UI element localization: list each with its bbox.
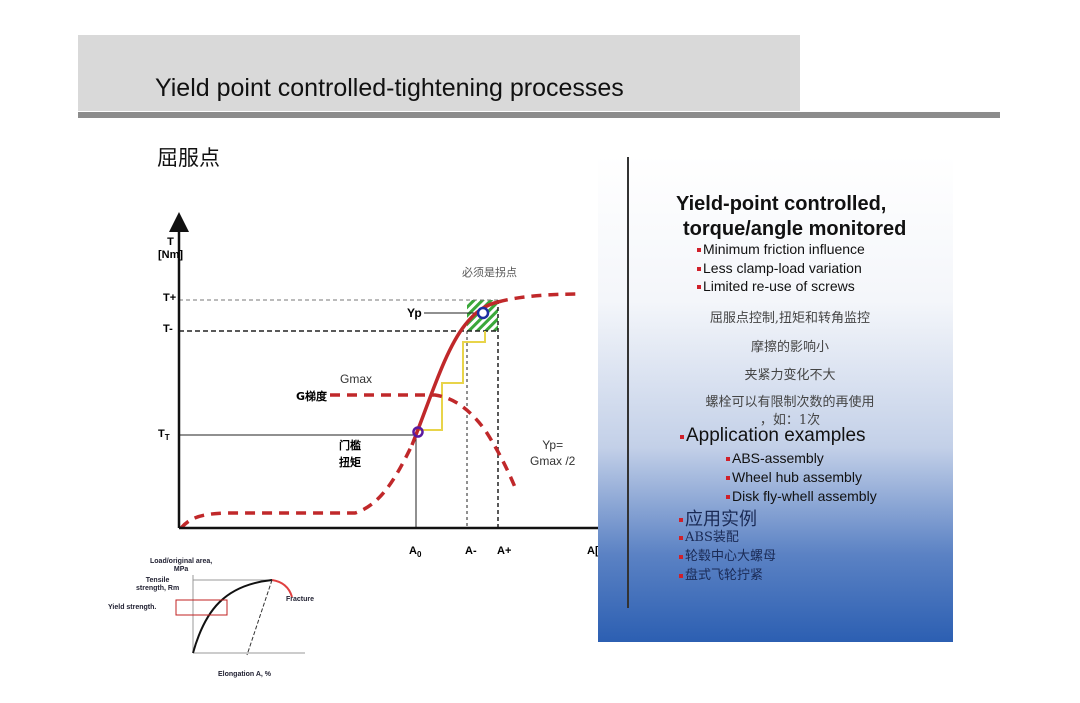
inset-fracture-label: Fracture: [286, 596, 315, 603]
inset-ylabel-2: MPa: [173, 566, 189, 573]
gmax-label: Gmax: [340, 372, 373, 386]
t-minus-label: T-: [163, 323, 173, 335]
slide-title: Yield point controlled-tightening proces…: [155, 74, 624, 102]
application-heading-text: Application examples: [686, 425, 866, 446]
a0-label: A0: [409, 545, 421, 559]
application-heading: Application examples: [680, 425, 866, 447]
torque-curve-plateau: [497, 292, 583, 304]
inset-tensile-1: Tensile: [145, 577, 170, 584]
inset-ylabel: Load/original area, MPa: [150, 558, 212, 574]
threshold-label-2: 扭矩: [339, 456, 361, 469]
inset-yield-label: Yield strength.: [108, 604, 157, 611]
panel-heading-2: torque/angle monitored: [683, 218, 907, 240]
application-item: ABS-assembly: [726, 449, 877, 468]
a-minus-label: A-: [465, 545, 477, 557]
guide-lines: [179, 299, 499, 528]
cn-line: 摩擦的影响小: [750, 340, 829, 355]
inflection-note: 必须是拐点: [462, 266, 517, 279]
a0-text: A: [409, 545, 417, 557]
t-threshold-sub: T: [164, 433, 170, 443]
panel-heading: Yield-point controlled, torque/angle mon…: [676, 192, 906, 242]
application-item: Wheel hub assembly: [726, 468, 877, 487]
y-axis-label-line1: T: [167, 236, 174, 248]
yp-equation: Yp= Gmax /2: [530, 437, 575, 469]
cn-line: ，如：1次: [759, 413, 821, 428]
inset-xlabel: Elongation A, %: [218, 671, 272, 678]
gradient-label: G梯度: [296, 390, 328, 403]
cn-line: 夹紧力变化不大: [744, 368, 836, 383]
application-cn-heading: 应用实例: [679, 505, 757, 531]
y-axis-label-line2: [Nm]: [158, 249, 184, 261]
yp-equation-2: Gmax /2: [530, 454, 576, 468]
header-underline: [78, 112, 1000, 118]
yp-label: Yp: [407, 306, 422, 320]
a-plus-label: A+: [497, 545, 512, 557]
application-item: Disk fly-whell assembly: [726, 487, 877, 506]
torque-curve-dashed: [179, 444, 414, 530]
step-lines: [418, 331, 486, 431]
inset-tensile-2: strength, Rm: [136, 585, 180, 592]
inset-tensile: Tensile strength, Rm: [136, 577, 179, 593]
panel-heading-1: Yield-point controlled,: [676, 193, 887, 215]
y-axis-label: T [Nm]: [158, 236, 183, 262]
threshold-label-1: 门槛: [339, 439, 361, 452]
inset-ylabel-1: Load/original area,: [150, 558, 213, 565]
yield-point-marker: [476, 306, 490, 320]
application-cn-item: 盘式飞轮拧紧: [679, 566, 776, 585]
application-cn-item: 轮毂中心大螺母: [679, 547, 776, 566]
slide-subtitle: 屈服点: [157, 146, 220, 170]
header-band: [78, 35, 800, 111]
application-list: ABS-assembly Wheel hub assembly Disk fly…: [726, 449, 877, 506]
application-cn-heading-text: 应用实例: [685, 509, 757, 530]
cn-line: 螺栓可以有限制次数的再使用: [705, 395, 875, 410]
a0-sub: 0: [416, 550, 422, 560]
threshold-torque-label: 门槛 扭矩: [339, 437, 361, 471]
cn-line: 屈服点控制,扭矩和转角监控: [709, 311, 871, 326]
t-plus-label: T+: [163, 292, 177, 304]
yp-equation-1: Yp=: [542, 438, 564, 452]
t-threshold-label: TT: [158, 428, 170, 442]
threshold-point-marker: [412, 426, 424, 438]
inset-stress-strain: [175, 575, 305, 656]
feature-item: Minimum friction influence: [697, 240, 865, 259]
t-threshold-text: T: [158, 428, 165, 440]
feature-item: Limited re-use of screws: [697, 277, 865, 296]
application-cn-list: ABS装配 轮毂中心大螺母 盘式飞轮拧紧: [679, 528, 776, 585]
feature-list: Minimum friction influence Less clamp-lo…: [697, 240, 865, 296]
feature-item: Less clamp-load variation: [697, 259, 865, 278]
panel-divider: [627, 157, 629, 608]
application-cn-item: ABS装配: [679, 528, 776, 547]
